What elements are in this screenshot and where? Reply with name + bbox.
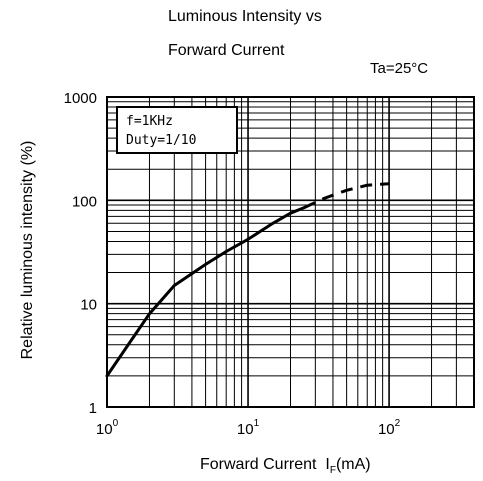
x-tick-base: 10 xyxy=(96,421,113,438)
curve-solid-segment xyxy=(105,206,306,378)
x-axis-unit: (mA) xyxy=(335,456,371,473)
legend-box: f=1KHz Duty=1/10 xyxy=(116,106,238,154)
chart-subtitle: Forward Current xyxy=(168,42,285,59)
plot-frame xyxy=(106,96,475,408)
x-tick-exponent: 0 xyxy=(113,418,119,429)
legend-line-duty: Duty=1/10 xyxy=(126,133,197,148)
curve-dashed-segment xyxy=(303,182,390,209)
x-axis-subscript: F xyxy=(329,465,336,477)
x-tick-label: 102 xyxy=(378,418,401,438)
x-tick-label: 101 xyxy=(237,418,260,438)
x-tick-label: 100 xyxy=(96,418,119,438)
x-tick-exponent: 1 xyxy=(254,418,260,429)
legend-line-frequency: f=1KHz xyxy=(126,114,173,129)
y-tick-label: 1 xyxy=(89,400,97,417)
y-tick-label: 10 xyxy=(80,297,97,314)
x-tick-base: 10 xyxy=(378,421,395,438)
x-tick-exponent: 2 xyxy=(395,418,401,429)
y-tick-label: 100 xyxy=(72,193,97,210)
chart-title: Luminous Intensity vs xyxy=(168,8,322,25)
x-axis-symbol: I xyxy=(325,456,330,473)
x-axis-label-text: Forward Current xyxy=(200,456,317,473)
x-tick-base: 10 xyxy=(237,421,254,438)
x-axis-label: Forward Current IF(mA) xyxy=(200,456,371,476)
y-tick-label: 1000 xyxy=(64,90,97,107)
condition-label: Ta=25°C xyxy=(370,60,429,77)
